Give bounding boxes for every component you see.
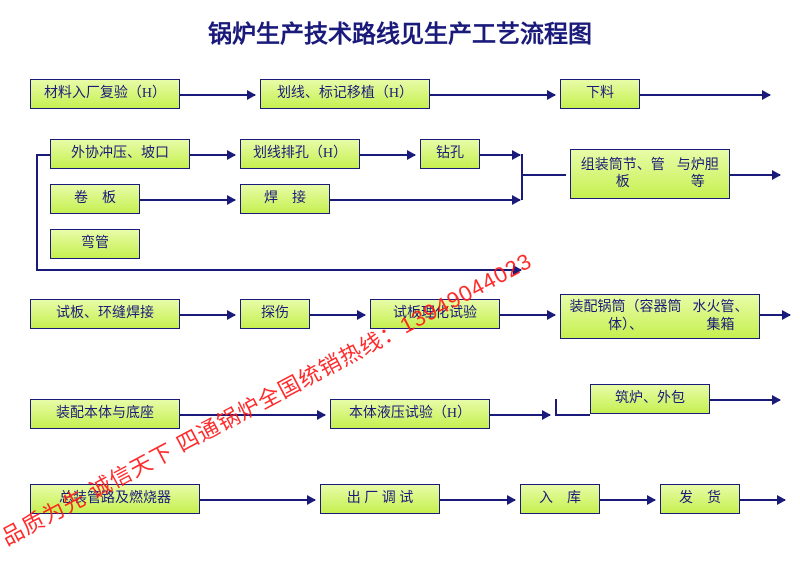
flow-node-n14: 装配锅筒（容器筒体）、水火管、集箱 xyxy=(560,294,760,339)
arrow-13 xyxy=(760,314,790,316)
flow-node-n3: 下料 xyxy=(560,79,640,109)
flow-node-n9: 焊 接 xyxy=(240,184,330,214)
vline-0 xyxy=(36,154,38,270)
arrow-9 xyxy=(36,269,521,271)
arrow-8 xyxy=(730,174,780,176)
hline-2 xyxy=(555,414,590,416)
flow-node-n2: 划线、标记移植（H） xyxy=(260,79,430,109)
flow-node-n8: 卷 板 xyxy=(50,184,140,214)
vline-2 xyxy=(555,399,557,414)
flow-node-n19: 出 厂 调 试 xyxy=(320,484,440,514)
hline-0 xyxy=(36,154,50,156)
flow-node-n21: 发 货 xyxy=(660,484,740,514)
arrow-17 xyxy=(200,499,315,501)
flow-node-n11: 试板、环缝焊接 xyxy=(30,299,180,329)
arrow-3 xyxy=(190,154,235,156)
arrow-6 xyxy=(140,199,235,201)
arrow-2 xyxy=(640,94,770,96)
arrow-14 xyxy=(180,414,325,416)
arrow-20 xyxy=(740,499,785,501)
arrow-19 xyxy=(600,499,655,501)
flowchart-canvas: 材料入厂复验（H） 划线、标记移植（H） 下料外协冲压、坡口 划线排孔（H） 钻孔 组装筒… xyxy=(0,59,800,569)
arrow-16 xyxy=(710,399,780,401)
flow-node-n5: 划线排孔（H） xyxy=(240,139,360,169)
arrow-11 xyxy=(310,314,365,316)
flow-node-n12: 探伤 xyxy=(240,299,310,329)
flow-node-n6: 钻孔 xyxy=(420,139,480,169)
flow-node-n4: 外协冲压、坡口 xyxy=(50,139,190,169)
vline-1 xyxy=(521,154,523,200)
flow-node-n18: 总装管路及燃烧器 xyxy=(30,484,200,514)
arrow-12 xyxy=(500,314,555,316)
arrow-7 xyxy=(330,199,520,201)
flow-node-n13: 试板理化试验 xyxy=(370,299,500,329)
arrow-0 xyxy=(180,94,255,96)
flow-node-n17: 筑炉、外包 xyxy=(590,384,710,414)
flow-node-n1: 材料入厂复验（H） xyxy=(30,79,180,109)
arrow-15 xyxy=(490,414,550,416)
flow-node-n15: 装配本体与底座 xyxy=(30,399,180,429)
hline-1 xyxy=(521,174,566,176)
flow-node-n7: 组装筒节、管板与炉胆等 xyxy=(570,149,730,199)
arrow-1 xyxy=(430,94,555,96)
flow-node-n20: 入 库 xyxy=(520,484,600,514)
arrow-18 xyxy=(440,499,515,501)
diagram-title: 锅炉生产技术路线见生产工艺流程图 xyxy=(0,0,800,59)
arrow-4 xyxy=(360,154,415,156)
arrow-10 xyxy=(180,314,235,316)
flow-node-n16: 本体液压试验（H） xyxy=(330,399,490,429)
flow-node-n10: 弯管 xyxy=(50,229,140,259)
arrow-5 xyxy=(480,154,520,156)
